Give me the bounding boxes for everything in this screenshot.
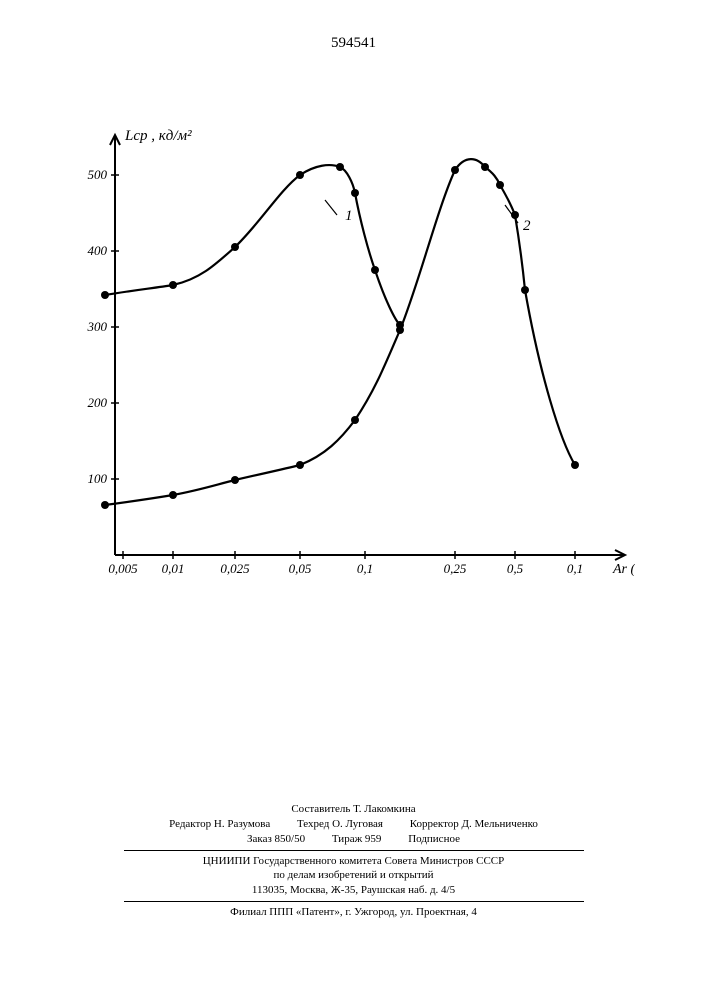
footer-editor: Редактор Н. Разумова [169, 817, 270, 832]
y-tick-500: 500 [88, 167, 108, 182]
x-tick-4: 0,1 [357, 561, 373, 576]
footer-org1: ЦНИИПИ Государственного комитета Совета … [0, 854, 707, 869]
x-tick-6: 0,5 [507, 561, 524, 576]
curve-2 [105, 159, 575, 505]
footer-tirage: Тираж 959 [332, 832, 382, 847]
x-tick-1: 0,01 [162, 561, 185, 576]
curve-2-label: 2 [523, 218, 531, 234]
y-axis-label: Lср , кд/м² [124, 128, 192, 144]
y-tick-100: 100 [88, 471, 108, 486]
x-tick-2: 0,025 [220, 561, 250, 576]
x-tick-0: 0,005 [108, 561, 138, 576]
y-tick-300: 300 [87, 319, 108, 334]
footer-addr2: Филиал ППП «Патент», г. Ужгород, ул. Про… [0, 905, 707, 920]
curve-1-leader [325, 200, 337, 215]
chart-svg: 100 200 300 400 500 Lср , кд/м² 0,005 0,… [85, 115, 635, 595]
footer-order: Заказ 850/50 [247, 832, 305, 847]
x-tick-5: 0,25 [444, 561, 467, 576]
chart: 100 200 300 400 500 Lср , кд/м² 0,005 0,… [85, 115, 635, 595]
footer-addr1: 113035, Москва, Ж-35, Раушская наб. д. 4… [0, 883, 707, 898]
y-tick-200: 200 [88, 395, 108, 410]
footer: Составитель Т. Лакомкина Редактор Н. Раз… [0, 802, 707, 920]
curve-1 [105, 165, 400, 325]
y-tick-400: 400 [88, 243, 108, 258]
x-axis-label: Ar (Kr),% [612, 562, 635, 577]
footer-divider-1 [124, 850, 584, 851]
x-tick-3: 0,05 [289, 561, 312, 576]
footer-org2: по делам изобретений и открытий [0, 868, 707, 883]
footer-composer: Составитель Т. Лакомкина [0, 802, 707, 817]
footer-corrector: Корректор Д. Мельниченко [410, 817, 538, 832]
curve-2-markers [101, 163, 579, 509]
curve-1-label: 1 [345, 208, 353, 224]
footer-signed: Подписное [408, 832, 460, 847]
x-tick-7: 0,1 [567, 561, 583, 576]
footer-divider-2 [124, 901, 584, 902]
footer-techred: Техред О. Луговая [297, 817, 383, 832]
curve-1-markers [101, 163, 404, 329]
page-number: 594541 [0, 35, 707, 52]
